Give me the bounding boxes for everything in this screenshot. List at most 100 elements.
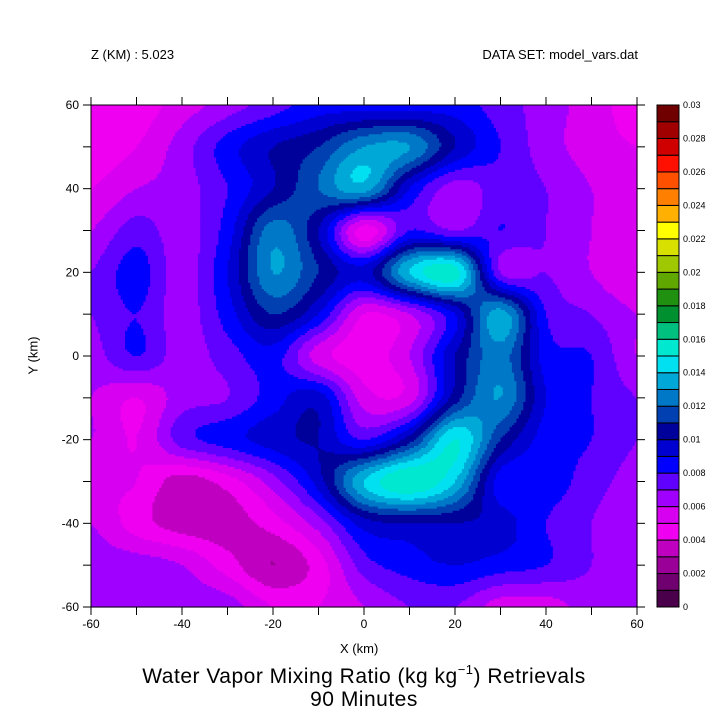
contour-cell	[527, 420, 543, 424]
contour-cell	[284, 368, 306, 372]
contour-cell	[91, 433, 94, 437]
contour-cell	[466, 458, 477, 462]
contour-cell	[450, 466, 465, 470]
contour-cell	[241, 293, 254, 296]
contour-cell	[436, 385, 445, 388]
contour-cell	[445, 320, 458, 324]
contour-cell	[332, 309, 342, 313]
contour-cell	[480, 514, 515, 518]
contour-cell	[304, 487, 317, 491]
contour-cell	[341, 309, 354, 313]
contour-cell	[229, 251, 240, 255]
contour-cell	[329, 245, 340, 248]
contour-cell	[514, 301, 524, 305]
contour-cell	[200, 194, 229, 198]
contour-cell	[543, 412, 593, 416]
contour-cell	[202, 581, 240, 585]
contour-cell	[175, 560, 210, 564]
contour-cell	[300, 439, 320, 443]
contour-cell	[91, 477, 138, 481]
contour-cell	[282, 253, 301, 257]
contour-cell	[448, 153, 470, 156]
contour-cell	[398, 178, 408, 181]
contour-cell	[586, 178, 638, 181]
contour-cell	[491, 452, 504, 455]
contour-cell	[452, 464, 465, 468]
contour-cell	[523, 314, 531, 317]
contour-cell	[530, 328, 540, 332]
contour-cell	[546, 234, 593, 238]
contour-cell	[327, 303, 338, 307]
contour-cell	[386, 456, 404, 460]
contour-cell	[414, 498, 445, 501]
contour-cell	[307, 537, 326, 541]
contour-cell	[480, 274, 486, 278]
contour-cell	[259, 393, 290, 397]
contour-cell	[329, 222, 338, 225]
contour-cell	[407, 575, 486, 579]
contour-cell	[593, 205, 638, 209]
contour-cell	[436, 410, 447, 414]
contour-cell	[282, 201, 358, 204]
contour-cell	[495, 385, 502, 388]
contour-cell	[197, 293, 215, 296]
contour-cell	[334, 372, 356, 376]
contour-cell	[409, 148, 427, 152]
contour-cell	[420, 456, 438, 460]
contour-cell	[118, 230, 160, 234]
contour-cell	[543, 379, 595, 382]
contour-cell	[395, 201, 415, 204]
contour-cell	[395, 169, 411, 173]
contour-cell	[207, 128, 238, 131]
contour-cell	[318, 433, 338, 437]
contour-cell	[420, 433, 429, 437]
contour-cell	[268, 157, 306, 160]
contour-cell	[443, 301, 463, 305]
contour-cell	[138, 186, 201, 190]
contour-cell	[480, 458, 490, 462]
contour-cell	[593, 197, 638, 200]
contour-cell	[243, 232, 254, 236]
contour-cell	[227, 182, 254, 186]
contour-cell	[555, 504, 599, 508]
contour-cell	[486, 462, 495, 466]
contour-cell	[516, 527, 547, 531]
contour-cell	[91, 136, 144, 140]
contour-cell	[482, 194, 549, 198]
contour-cell	[475, 286, 486, 290]
contour-cell	[357, 280, 363, 284]
contour-cell	[309, 117, 458, 121]
contour-cell	[468, 253, 477, 257]
contour-cell	[404, 245, 463, 248]
contour-cell	[191, 115, 229, 119]
contour-cell	[520, 351, 531, 355]
contour-cell	[318, 343, 340, 347]
contour-cell	[211, 586, 245, 589]
contour-cell	[518, 330, 527, 334]
contour-cell	[457, 268, 465, 271]
contour-cell	[197, 282, 215, 286]
contour-cell	[320, 471, 336, 474]
contour-cell	[527, 130, 565, 133]
contour-cell	[443, 385, 456, 388]
contour-cell	[534, 389, 547, 393]
contour-cell	[300, 316, 315, 319]
contour-cell	[91, 573, 194, 577]
contour-cell	[261, 232, 295, 236]
contour-cell	[373, 259, 383, 263]
contour-cell	[216, 249, 231, 253]
contour-cell	[225, 473, 254, 476]
contour-cell	[482, 422, 499, 426]
contour-cell	[318, 314, 331, 317]
contour-cell	[527, 132, 565, 135]
contour-cell	[546, 521, 593, 524]
contour-cell	[361, 548, 420, 552]
contour-cell	[407, 190, 422, 194]
contour-cell	[343, 477, 354, 481]
contour-cell	[411, 203, 431, 206]
contour-cell	[200, 134, 226, 137]
contour-cell	[329, 583, 349, 587]
contour-cell	[91, 284, 117, 288]
contour-cell	[91, 376, 224, 380]
contour-cell	[259, 389, 297, 393]
